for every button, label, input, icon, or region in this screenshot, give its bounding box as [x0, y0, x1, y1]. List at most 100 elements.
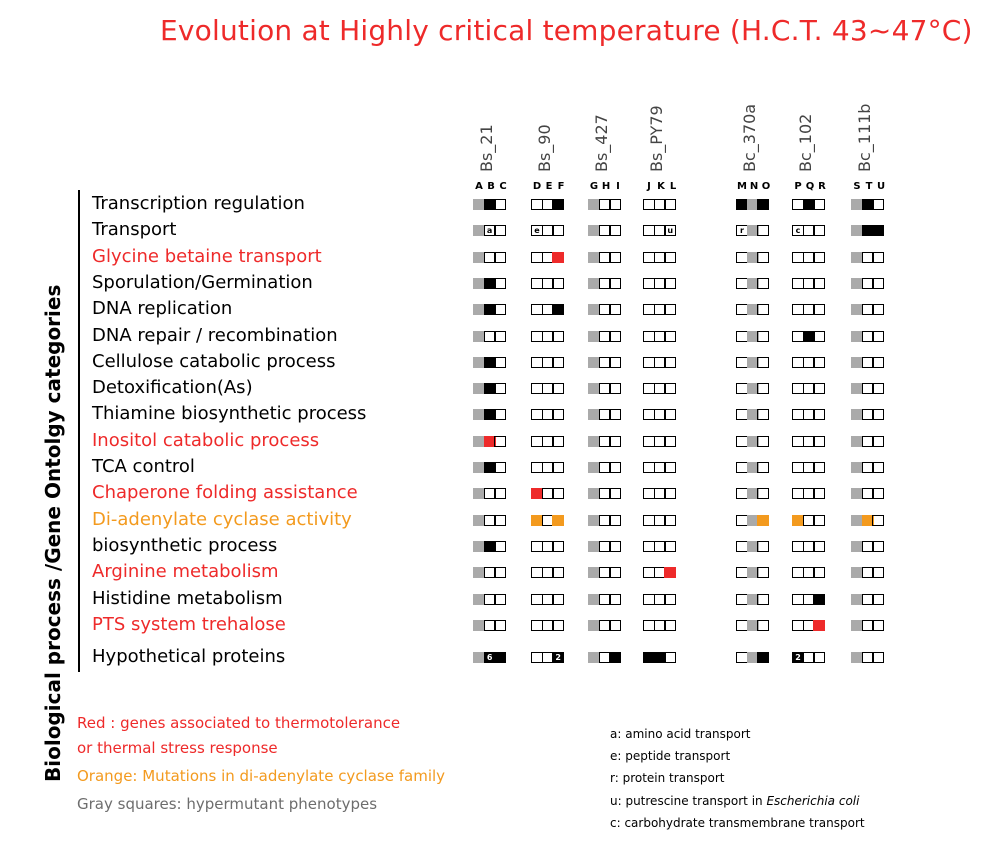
mutation-cell-group [643, 514, 677, 526]
category-label: DNA repair / recombination [92, 324, 338, 346]
replicate-letter: J [647, 181, 651, 192]
legend-orange: Orange: Mutations in di-adenylate cyclas… [77, 767, 446, 785]
mutation-cell [813, 251, 826, 263]
replicate-letter: L [669, 181, 677, 192]
mutation-cell-group [588, 330, 622, 342]
mutation-cell [494, 225, 507, 237]
mutation-cell [494, 540, 507, 552]
mutation-cell [494, 251, 507, 263]
mutation-cell-group: r [736, 225, 770, 237]
mutation-cell [664, 409, 677, 421]
mutation-cell-group [588, 304, 622, 316]
mutation-cell [609, 383, 622, 395]
mutation-cell-group [588, 199, 622, 210]
mutation-cell [813, 540, 826, 552]
mutation-cell [494, 356, 507, 368]
replicate-letter: O [761, 181, 771, 192]
mutation-cell-group [473, 488, 507, 500]
mutation-cell [552, 330, 565, 342]
mutation-cell [552, 199, 565, 210]
mutation-cell [757, 652, 770, 664]
mutation-cell: u [664, 225, 677, 237]
mutation-cell [664, 383, 677, 395]
strain-label: Bs_21 [477, 124, 496, 172]
mutation-cell [872, 304, 885, 316]
mutation-cell-group [643, 199, 677, 210]
mutation-cell-group [588, 356, 622, 368]
mutation-cell [757, 251, 770, 263]
mutation-cell-group [851, 409, 885, 421]
mutation-cell [552, 540, 565, 552]
mutation-cell-group [588, 409, 622, 421]
mutation-cell-group [851, 540, 885, 552]
mutation-cell-group [531, 251, 565, 263]
mutation-cell-group [792, 593, 826, 605]
category-label: DNA replication [92, 298, 233, 320]
mutation-cell-group [792, 409, 826, 421]
mutation-cell-group [736, 383, 770, 395]
strain-label: Bc_102 [796, 113, 815, 172]
mutation-cell [609, 462, 622, 473]
mutation-cell [813, 652, 826, 664]
mutation-cell-group [588, 462, 622, 473]
mutation-cell-group [851, 251, 885, 263]
mutation-cell-group [473, 462, 507, 473]
mutation-cell [757, 409, 770, 421]
note-protein-transport: r: protein transport [610, 771, 725, 785]
replicate-letter: B [487, 181, 495, 192]
mutation-cell-group [736, 304, 770, 316]
mutation-cell [609, 225, 622, 237]
mutation-cell [664, 514, 677, 526]
replicate-letter: K [657, 181, 665, 192]
mutation-cell [813, 330, 826, 342]
mutation-cell-group [588, 514, 622, 526]
mutation-cell-group [736, 356, 770, 368]
mutation-cell-group [851, 619, 885, 631]
mutation-cell-group [643, 435, 677, 447]
category-label: PTS system trehalose [92, 613, 286, 635]
replicate-letter: I [616, 181, 620, 192]
mutation-cell [494, 619, 507, 631]
mutation-cell-group [588, 593, 622, 605]
mutation-cell [872, 251, 885, 263]
mutation-cell-group [588, 251, 622, 263]
mutation-cell [872, 356, 885, 368]
category-label: Inositol catabolic process [92, 429, 320, 451]
category-label: Chaperone folding assistance [92, 482, 358, 504]
mutation-cell [757, 199, 770, 210]
mutation-cell-group [531, 435, 565, 447]
mutation-cell [609, 540, 622, 552]
mutation-cell [872, 330, 885, 342]
figure-title: Evolution at Highly critical temperature… [160, 14, 973, 47]
mutation-cell-group: c [792, 225, 826, 237]
mutation-cell-group: a [473, 225, 507, 237]
mutation-cell [664, 304, 677, 316]
mutation-cell-group [792, 304, 826, 316]
mutation-cell-group [643, 383, 677, 395]
axis-label: Biological process /Gene Ontolgy categor… [41, 284, 65, 782]
replicate-letter: E [545, 181, 553, 192]
mutation-cell [609, 277, 622, 289]
mutation-cell-group [736, 277, 770, 289]
mutation-cell [609, 593, 622, 605]
mutation-cell [757, 277, 770, 289]
mutation-cell-group: e [531, 225, 565, 237]
mutation-cell-group [531, 383, 565, 395]
mutation-cell [494, 488, 507, 500]
mutation-cell [494, 652, 507, 664]
mutation-cell-group [736, 514, 770, 526]
mutation-cell [552, 251, 565, 263]
replicate-letter: N [749, 181, 759, 192]
mutation-cell-group [851, 199, 885, 210]
mutation-cell [494, 462, 507, 473]
mutation-cell-group [792, 383, 826, 395]
mutation-cell-group [531, 356, 565, 368]
mutation-cell [757, 383, 770, 395]
mutation-cell-group [792, 462, 826, 473]
mutation-cell-group [473, 593, 507, 605]
mutation-cell-group [473, 514, 507, 526]
mutation-cell [813, 488, 826, 500]
cell-annotation: c [795, 226, 801, 236]
mutation-cell-group [588, 652, 622, 664]
